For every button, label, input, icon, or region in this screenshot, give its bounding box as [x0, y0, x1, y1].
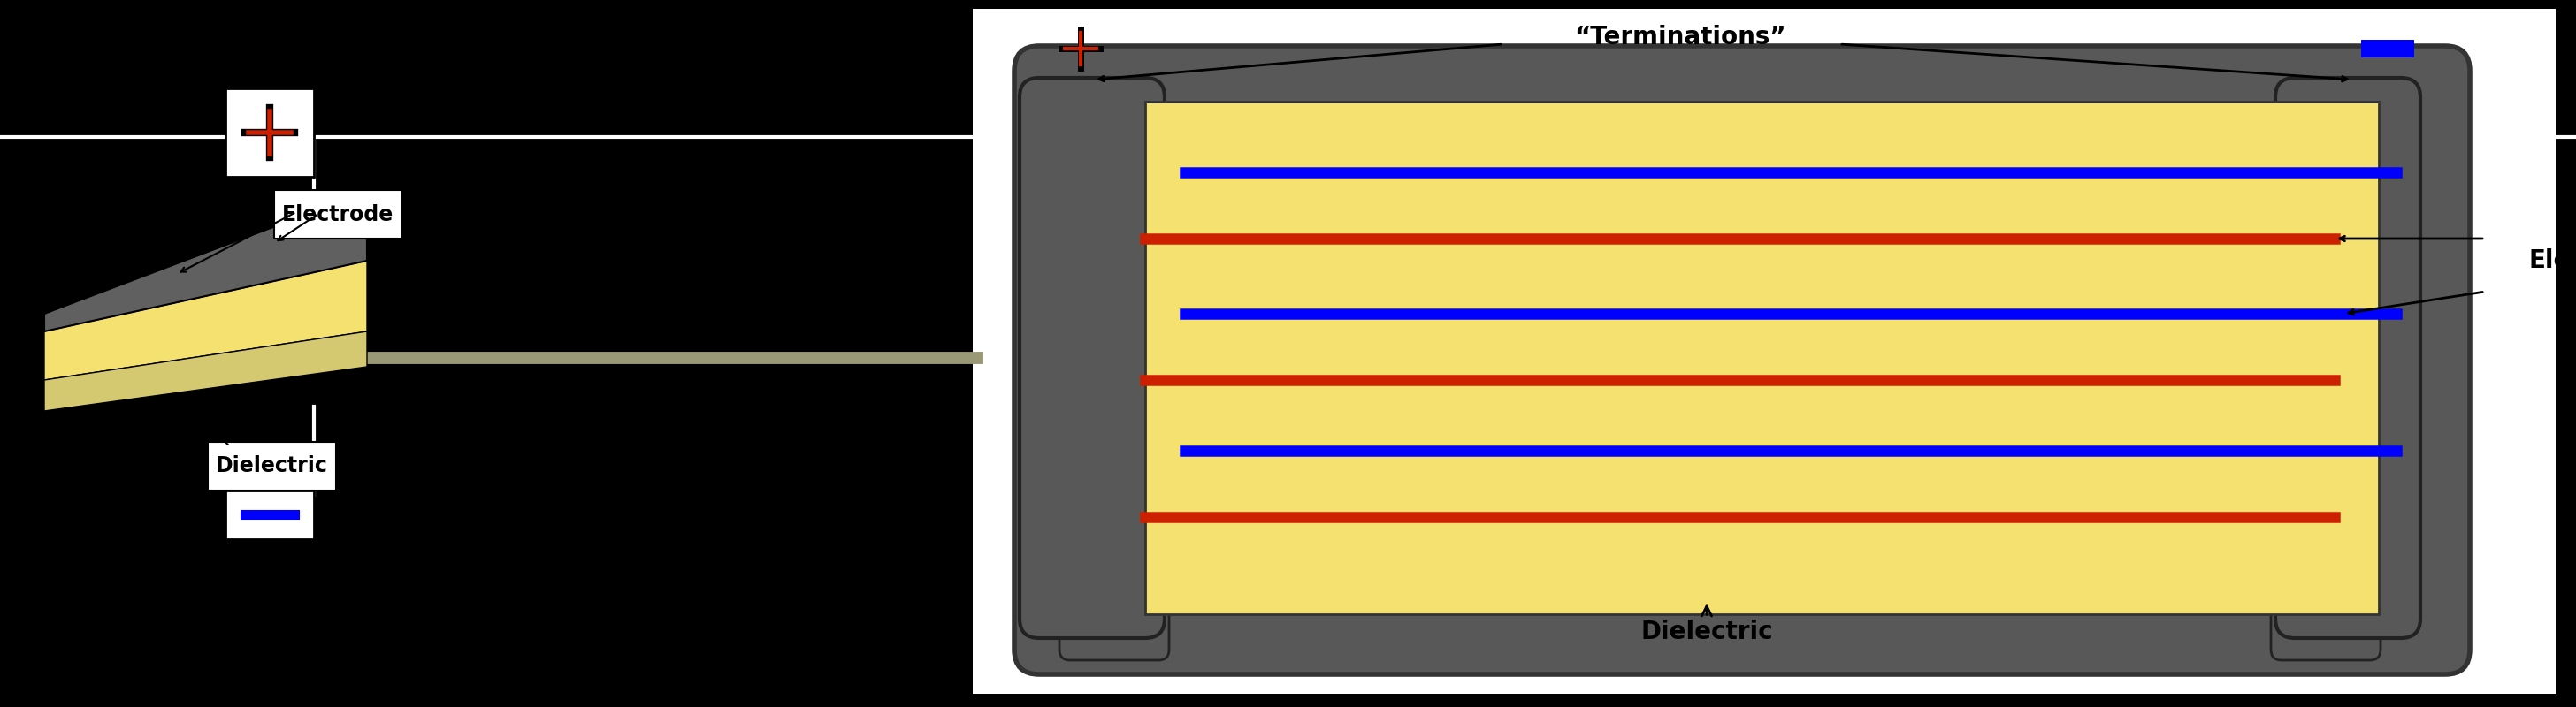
Text: Electrodes: Electrodes	[2530, 248, 2576, 273]
Text: Dielectric: Dielectric	[1641, 606, 1772, 644]
Polygon shape	[44, 204, 366, 332]
FancyBboxPatch shape	[209, 442, 335, 491]
Text: “Terminations”: “Terminations”	[1574, 25, 1785, 49]
Text: Electrode: Electrode	[281, 204, 394, 226]
FancyBboxPatch shape	[1059, 581, 1170, 660]
FancyBboxPatch shape	[227, 491, 314, 539]
FancyBboxPatch shape	[1015, 46, 2470, 674]
FancyBboxPatch shape	[2275, 78, 2421, 638]
FancyBboxPatch shape	[1020, 78, 1164, 638]
FancyBboxPatch shape	[974, 8, 2555, 694]
FancyBboxPatch shape	[1146, 102, 2378, 614]
FancyBboxPatch shape	[2362, 40, 2414, 57]
FancyBboxPatch shape	[273, 190, 402, 239]
Polygon shape	[44, 332, 366, 411]
FancyBboxPatch shape	[2272, 581, 2380, 660]
FancyBboxPatch shape	[227, 88, 314, 177]
Polygon shape	[44, 261, 366, 380]
Text: Dielectric: Dielectric	[216, 455, 327, 477]
